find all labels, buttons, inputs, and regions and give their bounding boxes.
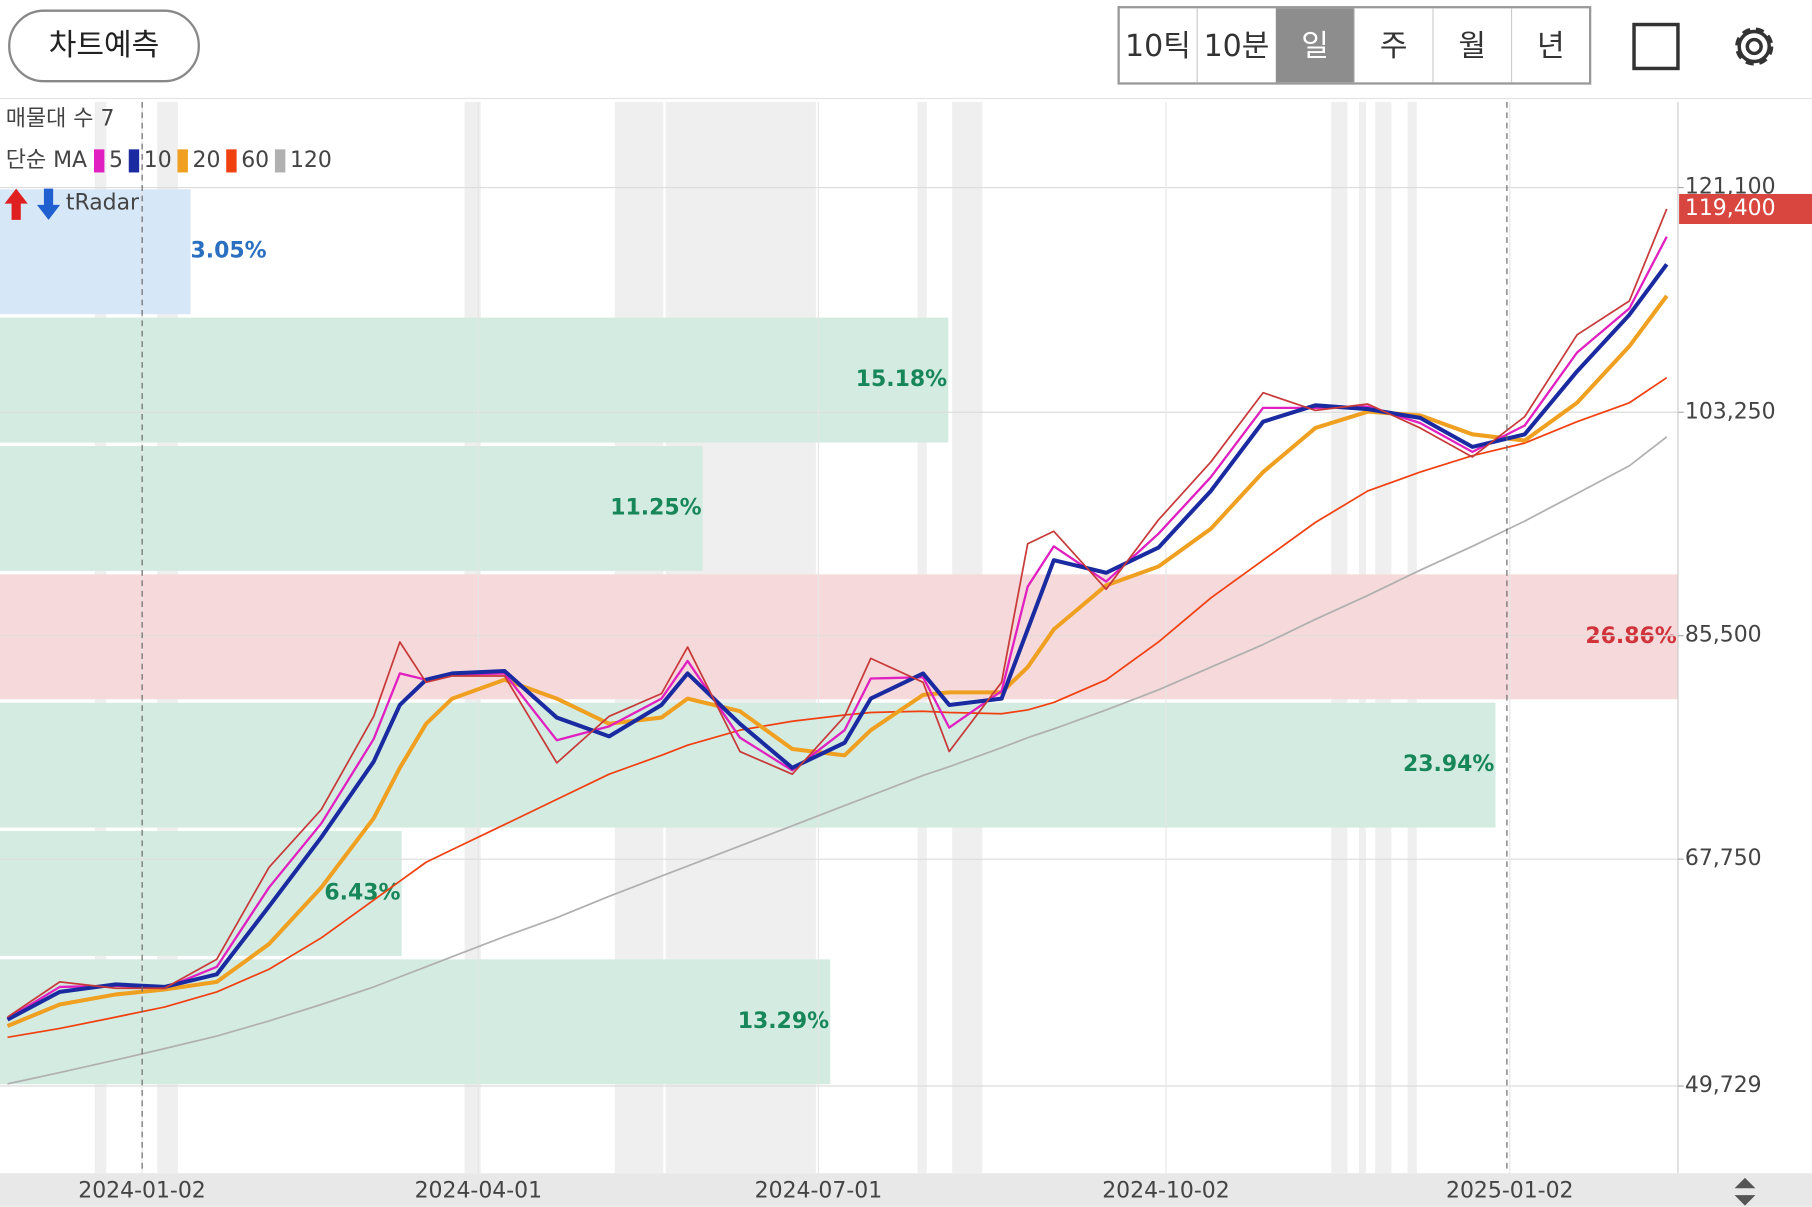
toolbar: 차트예측 10틱 10분 일 주 월 년 <box>0 6 1812 100</box>
y-tick-label: 85,500 <box>1685 623 1762 648</box>
profile-count: 매물대 수 7 <box>6 106 115 131</box>
down-arrow-icon <box>36 188 61 220</box>
x-tick-label: 2024-10-02 <box>1102 1179 1230 1204</box>
x-axis-bar <box>0 1173 1812 1207</box>
legend-label: 20 <box>193 148 221 173</box>
x-tick-label: 2024-04-01 <box>415 1179 542 1204</box>
price-lines <box>6 208 1669 1085</box>
period-tab[interactable]: 10분 <box>1204 29 1270 64</box>
x-tick-label: 2024-01-02 <box>78 1179 206 1204</box>
profile-band <box>0 317 949 443</box>
profile-label: 11.25% <box>610 495 701 520</box>
legend: 매물대 수 7 단순 MA tRadar 5 10 20 60 120 <box>4 106 332 220</box>
legend-label: 5 <box>109 148 123 173</box>
ma-line <box>6 263 1669 1022</box>
profile-label: 3.05% <box>191 239 267 264</box>
legend-label: 120 <box>290 148 332 173</box>
legend-swatch <box>93 149 105 173</box>
y-tick-label: 103,250 <box>1685 399 1776 424</box>
profile-band <box>0 831 402 956</box>
period-tab[interactable]: 주 <box>1380 29 1408 64</box>
period-tab[interactable]: 10틱 <box>1125 29 1191 64</box>
profile-band <box>0 702 1496 828</box>
legend-label: 60 <box>241 148 269 173</box>
period-tab[interactable]: 년 <box>1537 29 1565 64</box>
price-line <box>7 208 1668 1018</box>
legend-swatch <box>128 149 140 173</box>
profile-band <box>0 445 703 571</box>
profile-band <box>0 959 831 1085</box>
ma-line <box>7 436 1668 1085</box>
ma-label: 단순 MA <box>6 148 87 173</box>
predict-button-label[interactable]: 차트예측 <box>49 28 160 63</box>
ma-line <box>6 294 1669 1028</box>
profile-label: 6.43% <box>324 880 400 905</box>
axes: 49,72967,75085,500103,250121,1002024-01-… <box>78 175 1812 1204</box>
period-tab[interactable]: 일 <box>1301 29 1329 64</box>
legend-label: 10 <box>144 148 172 173</box>
settings-icon[interactable] <box>1735 27 1774 66</box>
profile-label: 13.29% <box>738 1009 829 1034</box>
grid <box>0 101 1678 1174</box>
period-tab[interactable]: 월 <box>1458 29 1486 64</box>
predict-button[interactable] <box>8 9 200 83</box>
y-tick-label: 67,750 <box>1685 846 1762 871</box>
profile-band <box>0 189 191 315</box>
x-tick-label: 2024-07-01 <box>755 1179 883 1204</box>
scroll-arrows[interactable] <box>1734 1177 1756 1206</box>
y-tick-label: 49,729 <box>1685 1073 1762 1098</box>
up-arrow-icon <box>4 188 28 220</box>
ma-line <box>6 236 1668 1020</box>
tab-selected[interactable] <box>1275 8 1355 83</box>
layout-icon[interactable] <box>1632 22 1680 71</box>
current-price-tag <box>1679 193 1812 224</box>
profile-label: 23.94% <box>1403 752 1494 777</box>
legend-swatch <box>274 149 286 173</box>
volume-profile: 13.29%6.43%23.94%26.86%11.25%15.18%3.05% <box>0 189 1678 1085</box>
profile-band <box>0 574 1678 700</box>
profile-label: 15.18% <box>856 367 947 392</box>
indicator-label: tRadar <box>66 191 140 216</box>
x-tick-label: 2025-01-02 <box>1446 1179 1574 1204</box>
legend-swatch <box>226 149 237 173</box>
current-price-label: 119,400 <box>1685 196 1776 221</box>
legend-swatch <box>177 149 188 173</box>
